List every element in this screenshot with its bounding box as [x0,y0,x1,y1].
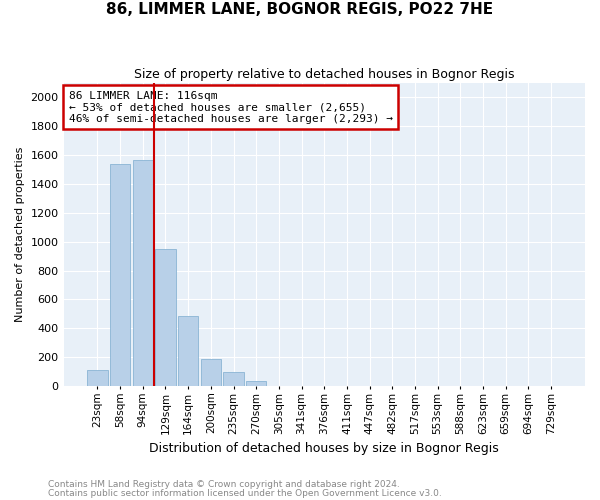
Bar [178,316,199,386]
X-axis label: Distribution of detached houses by size in Bognor Regis: Distribution of detached houses by size … [149,442,499,455]
Text: 86 LIMMER LANE: 116sqm
← 53% of detached houses are smaller (2,655)
46% of semi-: 86 LIMMER LANE: 116sqm ← 53% of detached… [69,90,393,124]
Text: Contains HM Land Registry data © Crown copyright and database right 2024.: Contains HM Land Registry data © Crown c… [48,480,400,489]
Bar [200,358,221,386]
Text: 86, LIMMER LANE, BOGNOR REGIS, PO22 7HE: 86, LIMMER LANE, BOGNOR REGIS, PO22 7HE [106,2,494,18]
Title: Size of property relative to detached houses in Bognor Regis: Size of property relative to detached ho… [134,68,515,80]
Bar [223,372,244,386]
Bar [87,370,107,386]
Bar [246,381,266,386]
Bar [155,249,176,386]
Bar [110,164,130,386]
Bar [133,160,153,386]
Y-axis label: Number of detached properties: Number of detached properties [15,147,25,322]
Text: Contains public sector information licensed under the Open Government Licence v3: Contains public sector information licen… [48,488,442,498]
